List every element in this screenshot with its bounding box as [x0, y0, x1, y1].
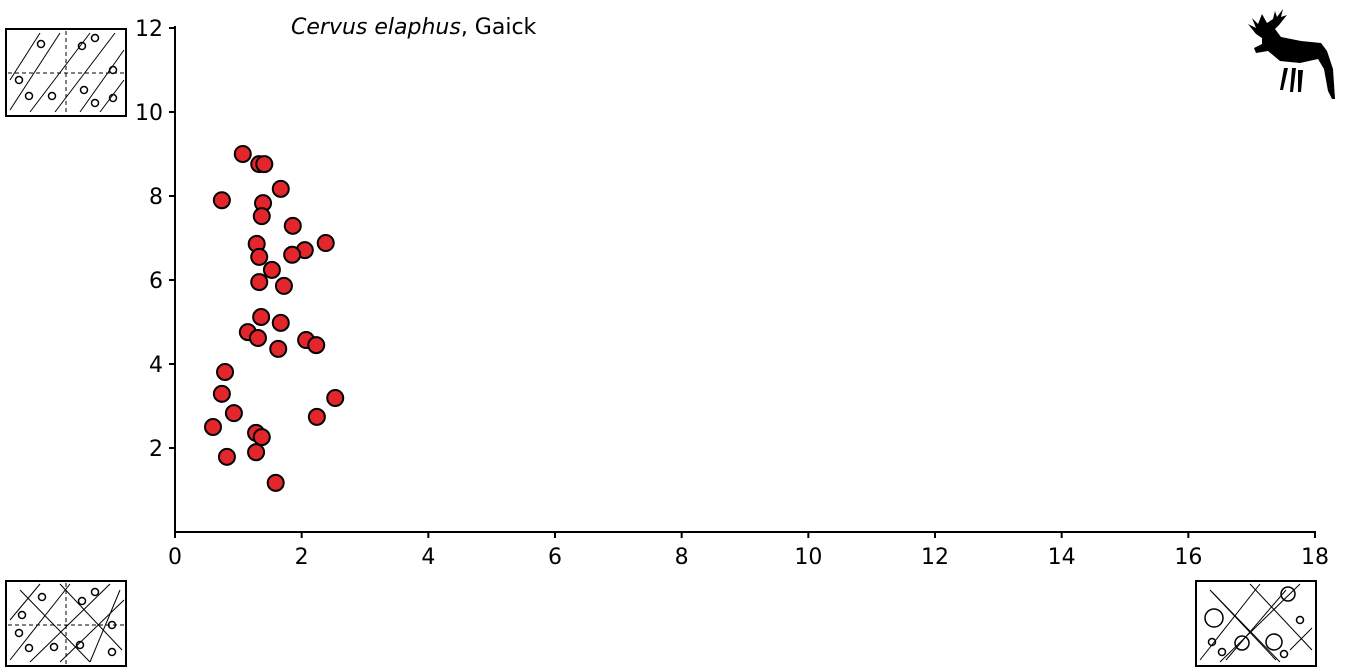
y-tick-label: 8: [149, 185, 163, 210]
icon-bottom-left: [5, 580, 127, 667]
data-point: [283, 216, 302, 235]
data-point: [255, 155, 274, 174]
x-tick-label: 14: [1048, 545, 1076, 570]
x-tick-label: 2: [295, 545, 309, 570]
icon-top-left: [5, 28, 127, 117]
data-point: [216, 362, 235, 381]
data-point: [204, 418, 222, 436]
data-point: [212, 191, 231, 210]
x-tick-label: 8: [675, 545, 689, 570]
x-tick-label: 18: [1301, 545, 1329, 570]
y-tick-label: 4: [149, 353, 163, 378]
data-point: [262, 260, 281, 279]
x-tick-label: 6: [548, 545, 562, 570]
data-point: [283, 245, 302, 264]
data-point: [212, 384, 231, 403]
data-point: [252, 307, 271, 326]
data-point: [307, 407, 326, 426]
data-point: [247, 443, 266, 462]
data-point: [271, 179, 290, 198]
data-point: [274, 276, 293, 295]
data-point: [316, 234, 335, 253]
x-tick-label: 0: [168, 545, 182, 570]
deer-icon: [1248, 9, 1335, 99]
data-point: [250, 247, 269, 266]
data-point: [326, 389, 345, 408]
title-species: Cervus elaphus: [291, 15, 461, 40]
data-point: [266, 473, 285, 492]
y-tick-label: 12: [135, 17, 163, 42]
data-point: [307, 336, 326, 355]
y-tick-label: 2: [149, 437, 163, 462]
data-point: [250, 273, 269, 292]
data-point: [252, 428, 271, 447]
data-point: [252, 207, 271, 226]
data-point: [233, 145, 252, 163]
y-tick-label: 6: [149, 269, 163, 294]
data-point: [269, 339, 288, 358]
data-point: [217, 447, 236, 466]
x-tick-label: 12: [921, 545, 949, 570]
chart-title: Cervus elaphus, Gaick: [291, 15, 537, 40]
x-tick-label: 4: [421, 545, 435, 570]
x-tick-label: 10: [794, 545, 822, 570]
y-tick-label: 10: [135, 101, 163, 126]
icon-bottom-right: [1195, 580, 1317, 667]
title-site: , Gaick: [461, 15, 537, 40]
data-point: [271, 313, 290, 332]
data-point: [224, 404, 243, 423]
x-tick-label: 16: [1174, 545, 1202, 570]
data-point: [248, 328, 267, 347]
